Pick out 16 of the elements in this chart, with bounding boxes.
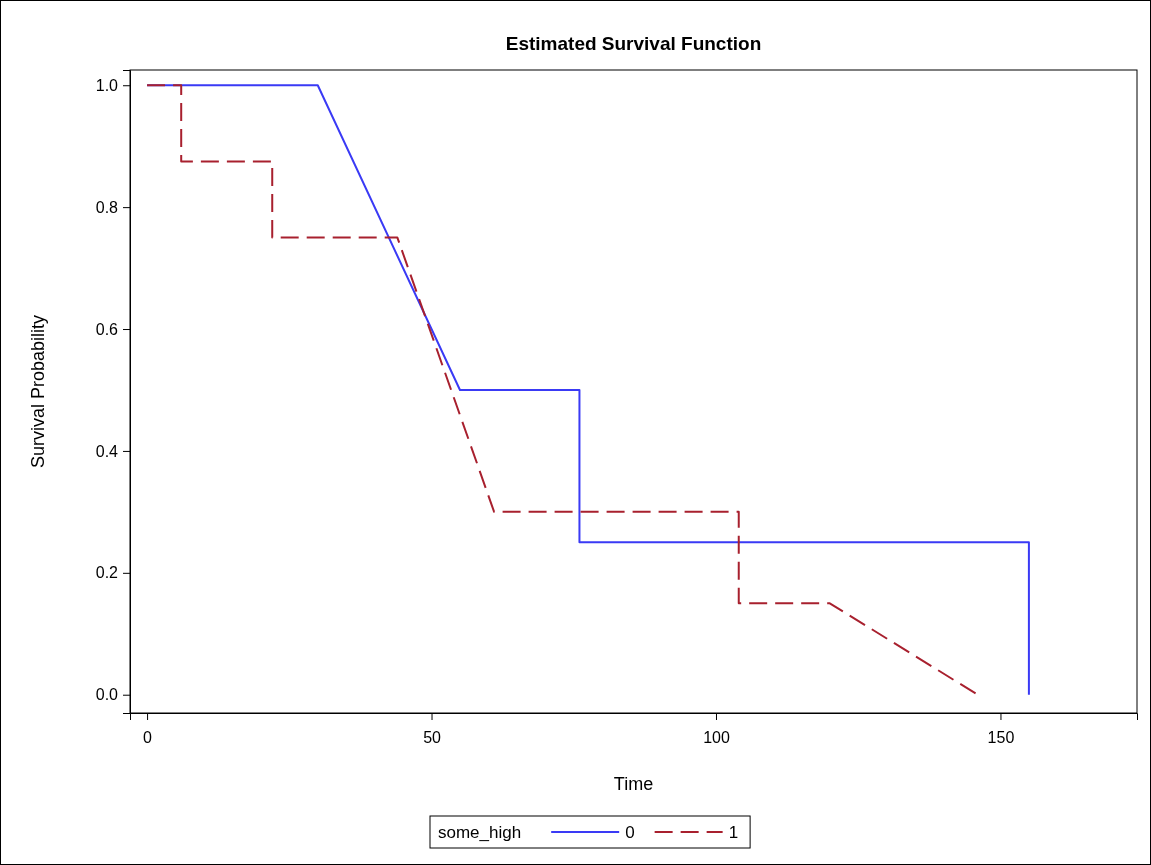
legend-title: some_high — [438, 823, 522, 842]
legend-label: 1 — [728, 823, 739, 842]
y-tick-label: 0.0 — [95, 686, 119, 704]
x-tick-label: 150 — [987, 729, 1015, 747]
y-tick-label: 0.6 — [95, 320, 119, 338]
x-tick-label: 50 — [423, 729, 442, 747]
chart-title: Estimated Survival Function — [505, 33, 762, 54]
y-axis-title: Survival Probability — [28, 314, 48, 469]
y-tick-label: 0.4 — [95, 442, 119, 460]
x-tick-label: 0 — [143, 729, 153, 747]
y-tick-label: 0.2 — [95, 564, 119, 582]
legend-label: 0 — [625, 823, 635, 842]
x-tick-label: 100 — [703, 729, 730, 747]
x-axis-title: Time — [613, 774, 654, 794]
y-tick-label: 1.0 — [95, 76, 119, 94]
y-tick-label: 0.8 — [95, 198, 119, 216]
